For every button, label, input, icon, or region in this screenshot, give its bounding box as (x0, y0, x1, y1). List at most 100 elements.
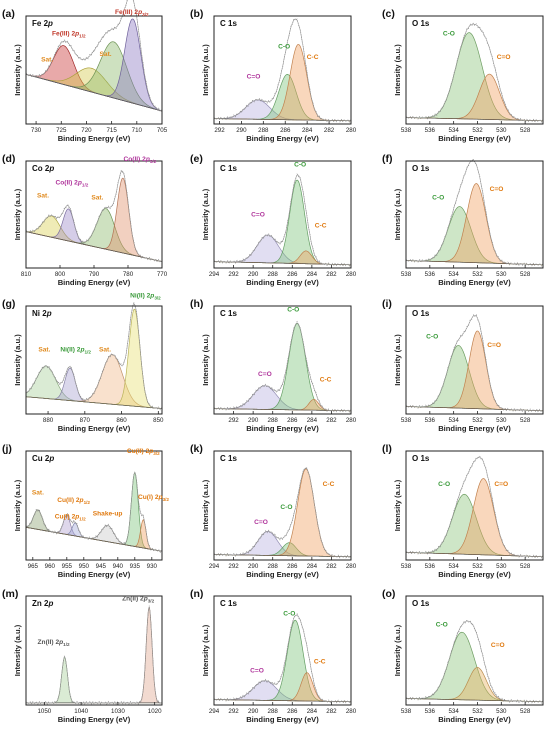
x-tick-label: 538 (401, 708, 412, 715)
panel-label: (j) (2, 443, 12, 455)
panel-title: O 1s (412, 454, 430, 463)
plot-frame (213, 160, 352, 269)
x-tick-label: 286 (287, 417, 298, 424)
chart-panel-d: 810 800 790 780 770 Binding Energy (eV) Intens… (2, 153, 168, 287)
chart-panel-i: 538 536 534 532 530 528 Binding Energy (eV) Int… (382, 298, 544, 433)
panel-title: Ni 2p (32, 309, 52, 318)
peak-annotation: Cu(I) 2p3/2​ (138, 494, 169, 502)
peak-annotation: Sat. (100, 51, 112, 58)
panel-title: O 1s (412, 164, 430, 173)
peak-annotation: Cu(I) 2p1/2​ (55, 514, 86, 522)
plot-frame (25, 595, 163, 706)
panel-title: Zn 2p (32, 599, 53, 608)
fit-envelope (213, 174, 352, 266)
x-tick-label: 284 (302, 127, 313, 134)
peak-annotation: Cu(II) 2p3/2​ (127, 448, 160, 456)
x-axis-label: Binding Energy (eV) (246, 134, 319, 143)
x-tick-label: 715 (106, 127, 117, 134)
peak-component (213, 323, 352, 412)
peak-annotation: C-C (323, 481, 335, 488)
fit-envelope (213, 18, 352, 122)
x-axis-label: Binding Energy (eV) (438, 715, 511, 724)
x-axis-label: Binding Energy (eV) (58, 715, 131, 724)
panel-label: (b) (190, 8, 203, 20)
x-tick-label: 282 (326, 563, 337, 570)
chart-panel-g: 880 870 860 850 Binding Energy (eV) Intensity… (2, 292, 164, 433)
x-tick-label: 710 (132, 127, 143, 134)
peak-annotation: C-O (283, 611, 295, 618)
x-tick-label: 532 (472, 271, 483, 278)
panel-label: (n) (190, 588, 203, 600)
x-tick-label: 810 (21, 271, 32, 278)
panel-label: (k) (190, 443, 203, 455)
x-tick-label: 1030 (111, 708, 125, 715)
x-tick-label: 880 (43, 417, 54, 424)
peak-annotation: C=O (494, 481, 508, 488)
peak-annotation: C-O (278, 43, 290, 50)
x-tick-label: 286 (287, 708, 298, 715)
peak-annotation: Sat. (37, 192, 49, 199)
chart-panel-k: 294 292 290 288 286 284 282 280 Binding Energy (… (190, 443, 357, 579)
chart-panel-c: 538 536 534 532 530 528 Binding Energy (eV) Int… (382, 8, 544, 143)
y-axis-label: Intensity (a.u.) (201, 334, 210, 386)
peak-annotation: C=O (247, 74, 261, 81)
panel-label: (d) (2, 153, 15, 165)
x-tick-label: 530 (496, 417, 507, 424)
chart-panel-f: 538 536 534 532 530 528 Binding Energy (eV) Int… (382, 153, 544, 287)
x-tick-label: 950 (79, 563, 90, 570)
peak-annotation: Cu(II) 2p1/2​ (57, 497, 90, 505)
x-tick-label: 945 (96, 563, 107, 570)
peak-annotation: Shake-up (93, 510, 123, 517)
x-axis-label: Binding Energy (eV) (58, 424, 131, 433)
x-tick-label: 538 (401, 563, 412, 570)
x-tick-label: 1050 (37, 708, 51, 715)
x-tick-label: 534 (448, 708, 459, 715)
chart-panel-l: 538 536 534 532 530 528 Binding Energy (eV) Int… (382, 443, 544, 579)
peak-annotation: C-O (438, 481, 450, 488)
x-tick-label: 1040 (74, 708, 88, 715)
peak-annotation: Ni(II) 2p3/2​ (130, 292, 161, 300)
x-tick-label: 705 (157, 127, 168, 134)
plot-frame (213, 595, 352, 706)
x-tick-label: 290 (248, 563, 259, 570)
panel-label: (f) (382, 153, 393, 165)
panel-label: (h) (190, 298, 203, 310)
x-tick-label: 290 (248, 708, 259, 715)
x-tick-label: 534 (448, 417, 459, 424)
x-tick-label: 280 (346, 271, 357, 278)
peak-component (213, 619, 352, 703)
x-tick-label: 860 (116, 417, 127, 424)
chart-panel-j: 965 960 955 950 945 940 935 930 Binding Energy (… (2, 443, 169, 579)
x-tick-label: 532 (472, 563, 483, 570)
x-tick-label: 286 (287, 271, 298, 278)
peak-component (25, 518, 163, 552)
x-tick-label: 292 (228, 563, 239, 570)
panel-title: Cu 2p (32, 454, 54, 463)
x-tick-label: 284 (307, 271, 318, 278)
plot-frame (405, 160, 544, 269)
peak-annotation: C-C (307, 54, 319, 61)
peak-component (26, 606, 163, 704)
x-axis-label: Binding Energy (eV) (438, 570, 511, 579)
peak-annotation: C-O (280, 504, 292, 511)
fit-envelope (25, 170, 163, 262)
plot-frame (405, 450, 544, 561)
x-tick-label: 286 (287, 563, 298, 570)
chart-panel-o: 538 536 534 532 530 528 Binding Energy (eV) Int… (382, 588, 544, 724)
x-tick-label: 940 (113, 563, 124, 570)
panel-title: O 1s (412, 309, 430, 318)
raw-spectrum (405, 455, 544, 559)
plot-frame (405, 595, 544, 706)
x-tick-label: 530 (496, 563, 507, 570)
peak-component (26, 656, 162, 704)
peak-annotation: Sat. (91, 195, 103, 202)
x-tick-label: 530 (496, 271, 507, 278)
x-tick-label: 850 (153, 417, 164, 424)
raw-spectrum (25, 605, 163, 705)
panel-title: C 1s (220, 164, 237, 173)
panel-label: (g) (2, 298, 15, 310)
peak-annotation: C-O (443, 30, 455, 37)
peak-annotation: C=O (490, 186, 504, 193)
x-tick-label: 955 (62, 563, 73, 570)
